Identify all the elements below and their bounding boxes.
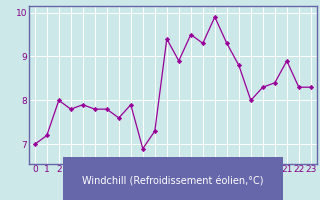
X-axis label: Windchill (Refroidissement éolien,°C): Windchill (Refroidissement éolien,°C) bbox=[82, 176, 264, 186]
